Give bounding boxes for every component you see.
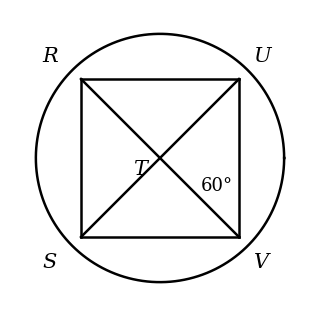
Text: 60°: 60° (200, 177, 233, 195)
Text: V: V (254, 253, 269, 272)
Text: R: R (42, 47, 58, 66)
Text: T: T (133, 160, 147, 179)
Text: S: S (43, 253, 57, 272)
Text: U: U (253, 47, 270, 66)
